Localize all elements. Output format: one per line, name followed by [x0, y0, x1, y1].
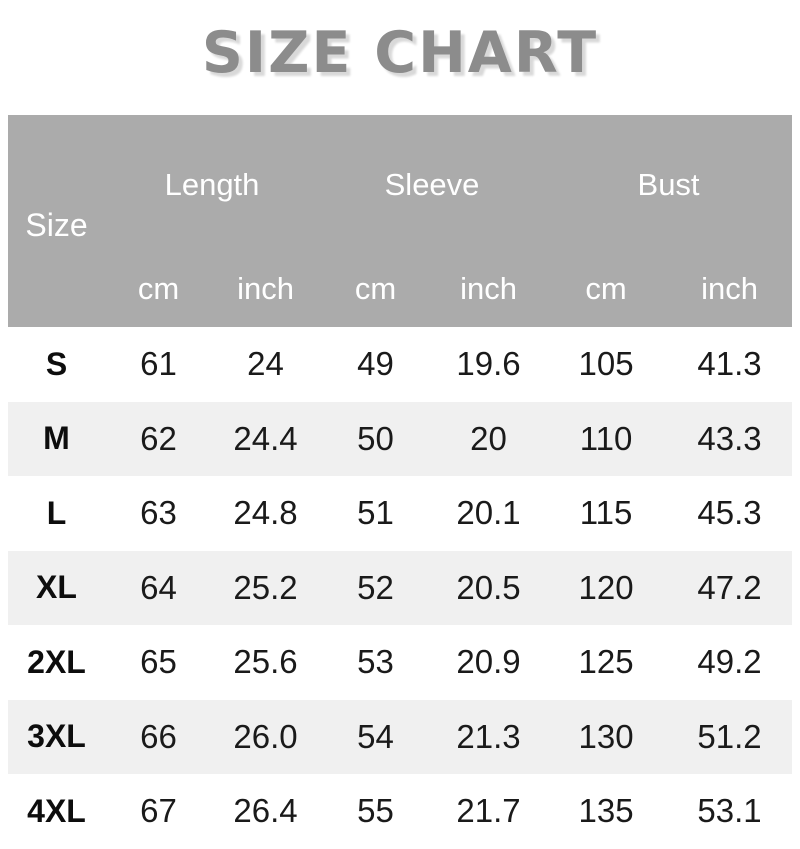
table-row-m: M 62 24.4 50 20 110 43.3	[8, 401, 793, 476]
value-cell: 64	[140, 568, 177, 606]
col-header-length-inch: inch	[212, 225, 320, 327]
value-cell: 24.4	[233, 419, 298, 457]
value-cell: 24	[247, 345, 284, 383]
col-group-bust: Bust	[545, 115, 793, 225]
table-header: Size Length Sleeve Bust cm inch cm inch …	[8, 115, 793, 327]
col-group-sleeve: Sleeve	[319, 115, 546, 225]
col-header-bust-inch: inch	[667, 225, 793, 327]
value-cell: 115	[579, 494, 633, 532]
value-cell: 47.2	[697, 568, 762, 606]
value-cell: 50	[357, 419, 394, 457]
col-group-length: Length	[105, 115, 320, 225]
size-cell: S	[45, 345, 68, 382]
value-cell: 20.9	[456, 643, 521, 681]
size-chart-table: Size Length Sleeve Bust cm inch cm inch …	[8, 115, 793, 849]
table-row-l: L 63 24.8 51 20.1 115 45.3	[8, 476, 793, 551]
value-cell: 25.6	[233, 643, 298, 681]
size-cell: XL	[36, 569, 77, 606]
size-chart-page: SIZE CHART Size Length Sleeve Bust cm in…	[8, 20, 793, 830]
value-cell: 21.3	[456, 717, 521, 755]
value-cell: 135	[578, 792, 634, 830]
table-row-3xl: 3XL 66 26.0 54 21.3 130 51.2	[8, 699, 793, 774]
size-cell: 4XL	[27, 792, 86, 829]
value-cell: 26.0	[233, 717, 298, 755]
value-cell: 130	[578, 717, 634, 755]
header-group-row: Size Length Sleeve Bust	[8, 115, 793, 327]
value-cell: 55	[357, 792, 394, 830]
value-cell: 49.2	[697, 643, 762, 681]
value-cell: 110	[579, 419, 633, 457]
size-cell: 2XL	[27, 643, 86, 680]
value-cell: 65	[140, 643, 177, 681]
value-cell: 26.4	[233, 792, 298, 830]
value-cell: 20.5	[456, 568, 521, 606]
value-cell: 105	[578, 345, 634, 383]
value-cell: 19.6	[456, 345, 521, 383]
col-header-sleeve-cm: cm	[319, 225, 433, 327]
table-body: S 61 24 49 19.6 105 41.3 M 62 24.4 50 20…	[8, 327, 793, 849]
size-cell: 3XL	[27, 718, 86, 755]
page-title: SIZE CHART	[201, 20, 599, 86]
value-cell: 49	[357, 345, 394, 383]
value-cell: 45.3	[697, 494, 762, 532]
header-unit-row: cm inch cm inch cm inch	[8, 225, 793, 327]
value-cell: 66	[140, 717, 177, 755]
value-cell: 52	[357, 568, 394, 606]
col-header-bust-cm: cm	[545, 225, 668, 327]
value-cell: 41.3	[697, 345, 762, 383]
value-cell: 51	[357, 494, 394, 532]
col-header-size: Size	[8, 115, 105, 327]
table-row-s: S 61 24 49 19.6 105 41.3	[8, 327, 793, 402]
value-cell: 21.7	[456, 792, 521, 830]
value-cell: 20.1	[456, 494, 521, 532]
value-cell: 51.2	[697, 717, 762, 755]
value-cell: 63	[140, 494, 177, 532]
col-header-length-cm: cm	[105, 225, 212, 327]
value-cell: 20	[470, 419, 507, 457]
table-row-4xl: 4XL 67 26.4 55 21.7 135 53.1	[8, 774, 793, 849]
value-cell: 125	[578, 643, 634, 681]
table-row-2xl: 2XL 65 25.6 53 20.9 125 49.2	[8, 625, 793, 700]
value-cell: 25.2	[233, 568, 298, 606]
value-cell: 53	[357, 643, 394, 681]
value-cell: 62	[140, 419, 177, 457]
value-cell: 24.8	[233, 494, 298, 532]
value-cell: 120	[578, 568, 634, 606]
value-cell: 61	[140, 345, 177, 383]
value-cell: 43.3	[697, 419, 762, 457]
col-header-sleeve-inch: inch	[432, 225, 546, 327]
value-cell: 54	[357, 717, 394, 755]
size-cell: L	[46, 494, 67, 531]
table-row-xl: XL 64 25.2 52 20.5 120 47.2	[8, 550, 793, 625]
value-cell: 53.1	[697, 792, 762, 830]
size-cell: M	[43, 420, 70, 457]
value-cell: 67	[140, 792, 177, 830]
